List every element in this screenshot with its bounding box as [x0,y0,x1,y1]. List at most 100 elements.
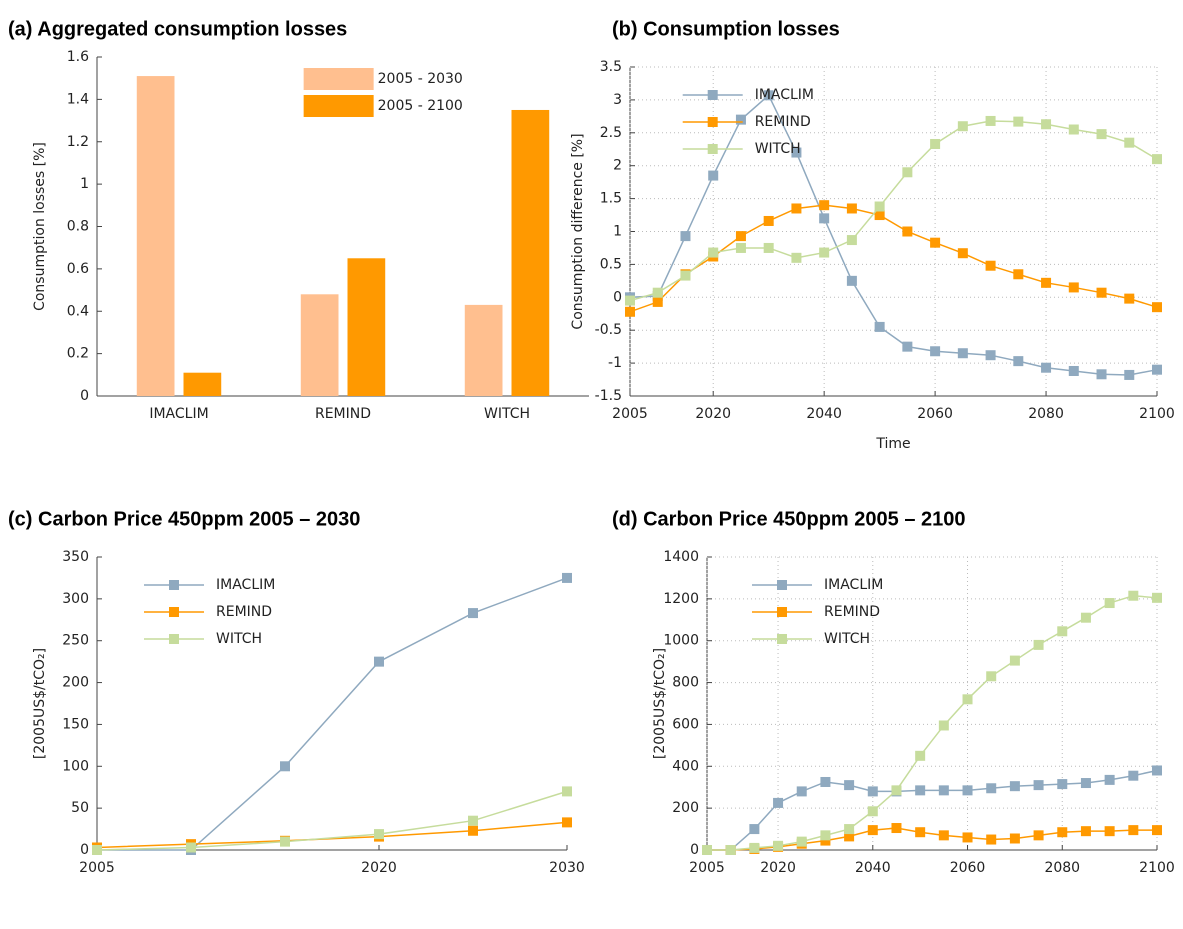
marker [1096,287,1107,298]
series-line [96,790,568,851]
legend-label: IMACLIM [755,87,814,103]
marker [915,785,926,796]
marker [1152,825,1162,836]
marker [846,275,857,286]
marker [891,823,902,834]
legend-marker [777,580,787,590]
marker [468,608,478,619]
y-tick-label: 1.6 [67,49,89,65]
marker [1128,825,1139,836]
x-tick-label: 2020 [361,860,397,876]
marker [280,761,290,772]
marker [819,213,830,224]
marker [820,830,831,841]
marker [930,346,941,357]
y-tick-label: 0.2 [67,346,89,362]
legend-label: REMIND [824,604,880,620]
marker [930,237,941,248]
legend-marker [169,607,179,617]
x-tick-label: 2080 [1044,860,1080,876]
marker [749,842,760,853]
legend-marker [707,90,718,100]
bar [183,372,222,396]
marker [1152,364,1162,375]
marker [902,167,913,178]
x-tick-label: 2100 [1139,406,1175,422]
y-tick-label: 50 [71,800,89,816]
legend-marker [169,580,179,590]
marker [763,242,774,253]
marker [938,720,949,731]
y-tick-label: 200 [672,800,699,816]
marker [819,200,830,211]
marker [915,827,926,838]
marker [1096,369,1107,380]
marker [1013,356,1024,367]
marker [1152,592,1162,603]
marker [773,797,784,808]
legend-label: REMIND [755,114,811,130]
x-tick-label: 2100 [1139,860,1175,876]
legend-swatch [303,95,374,117]
x-tick-label: 2005 [612,406,648,422]
marker [1013,269,1024,280]
x-tick-label: 2005 [689,860,725,876]
marker [735,242,746,253]
y-tick-label: 0.4 [67,303,89,319]
marker [930,138,941,149]
marker [1104,598,1115,609]
legend-label: IMACLIM [824,577,883,593]
marker [1104,826,1115,837]
y-tick-label: 100 [62,758,89,774]
x-tick-label: 2080 [1028,406,1064,422]
marker [867,806,878,817]
y-tick-label: 2 [613,158,622,174]
marker [957,348,968,359]
marker [846,235,857,246]
legend-label: IMACLIM [216,577,275,593]
x-tick-label: 2005 [79,860,115,876]
marker [1041,119,1052,130]
marker [938,785,949,796]
y-tick-label: 0.5 [600,256,622,272]
series-line [707,594,1158,851]
x-tick-label: 2060 [917,406,953,422]
x-tick-label: 2020 [760,860,796,876]
y-tick-label: 1200 [663,591,699,607]
series-line [97,577,568,851]
marker [820,835,831,846]
y-tick-label: 3 [613,92,622,108]
y-tick-label: -1 [608,355,622,371]
bar [136,76,175,396]
marker [957,121,968,132]
y-tick-label: 0.6 [67,261,89,277]
y-tick-label: 1.4 [67,91,89,107]
marker [844,780,855,791]
x-tick-label: 2040 [806,406,842,422]
marker [1009,655,1020,666]
marker [468,815,478,826]
y-tick-label: 250 [62,633,89,649]
marker [725,845,736,855]
marker [186,842,196,853]
marker [1041,277,1052,288]
y-tick-label: 1.2 [67,134,89,150]
marker [1152,154,1162,165]
legend-label: WITCH [824,631,870,647]
marker [1057,779,1068,790]
marker [1068,282,1079,293]
marker [819,247,830,258]
x-tick-label: IMACLIM [149,406,208,422]
y-tick-label: 0 [690,842,699,858]
x-tick-label: WITCH [484,406,530,422]
marker [902,226,913,237]
marker [763,215,774,226]
y-tick-label: 1.5 [600,191,622,207]
marker [1057,827,1068,838]
marker [791,252,802,263]
marker [1057,626,1068,637]
marker [1124,293,1135,304]
marker [938,830,949,841]
marker [915,750,926,761]
legend-label: WITCH [216,631,262,647]
